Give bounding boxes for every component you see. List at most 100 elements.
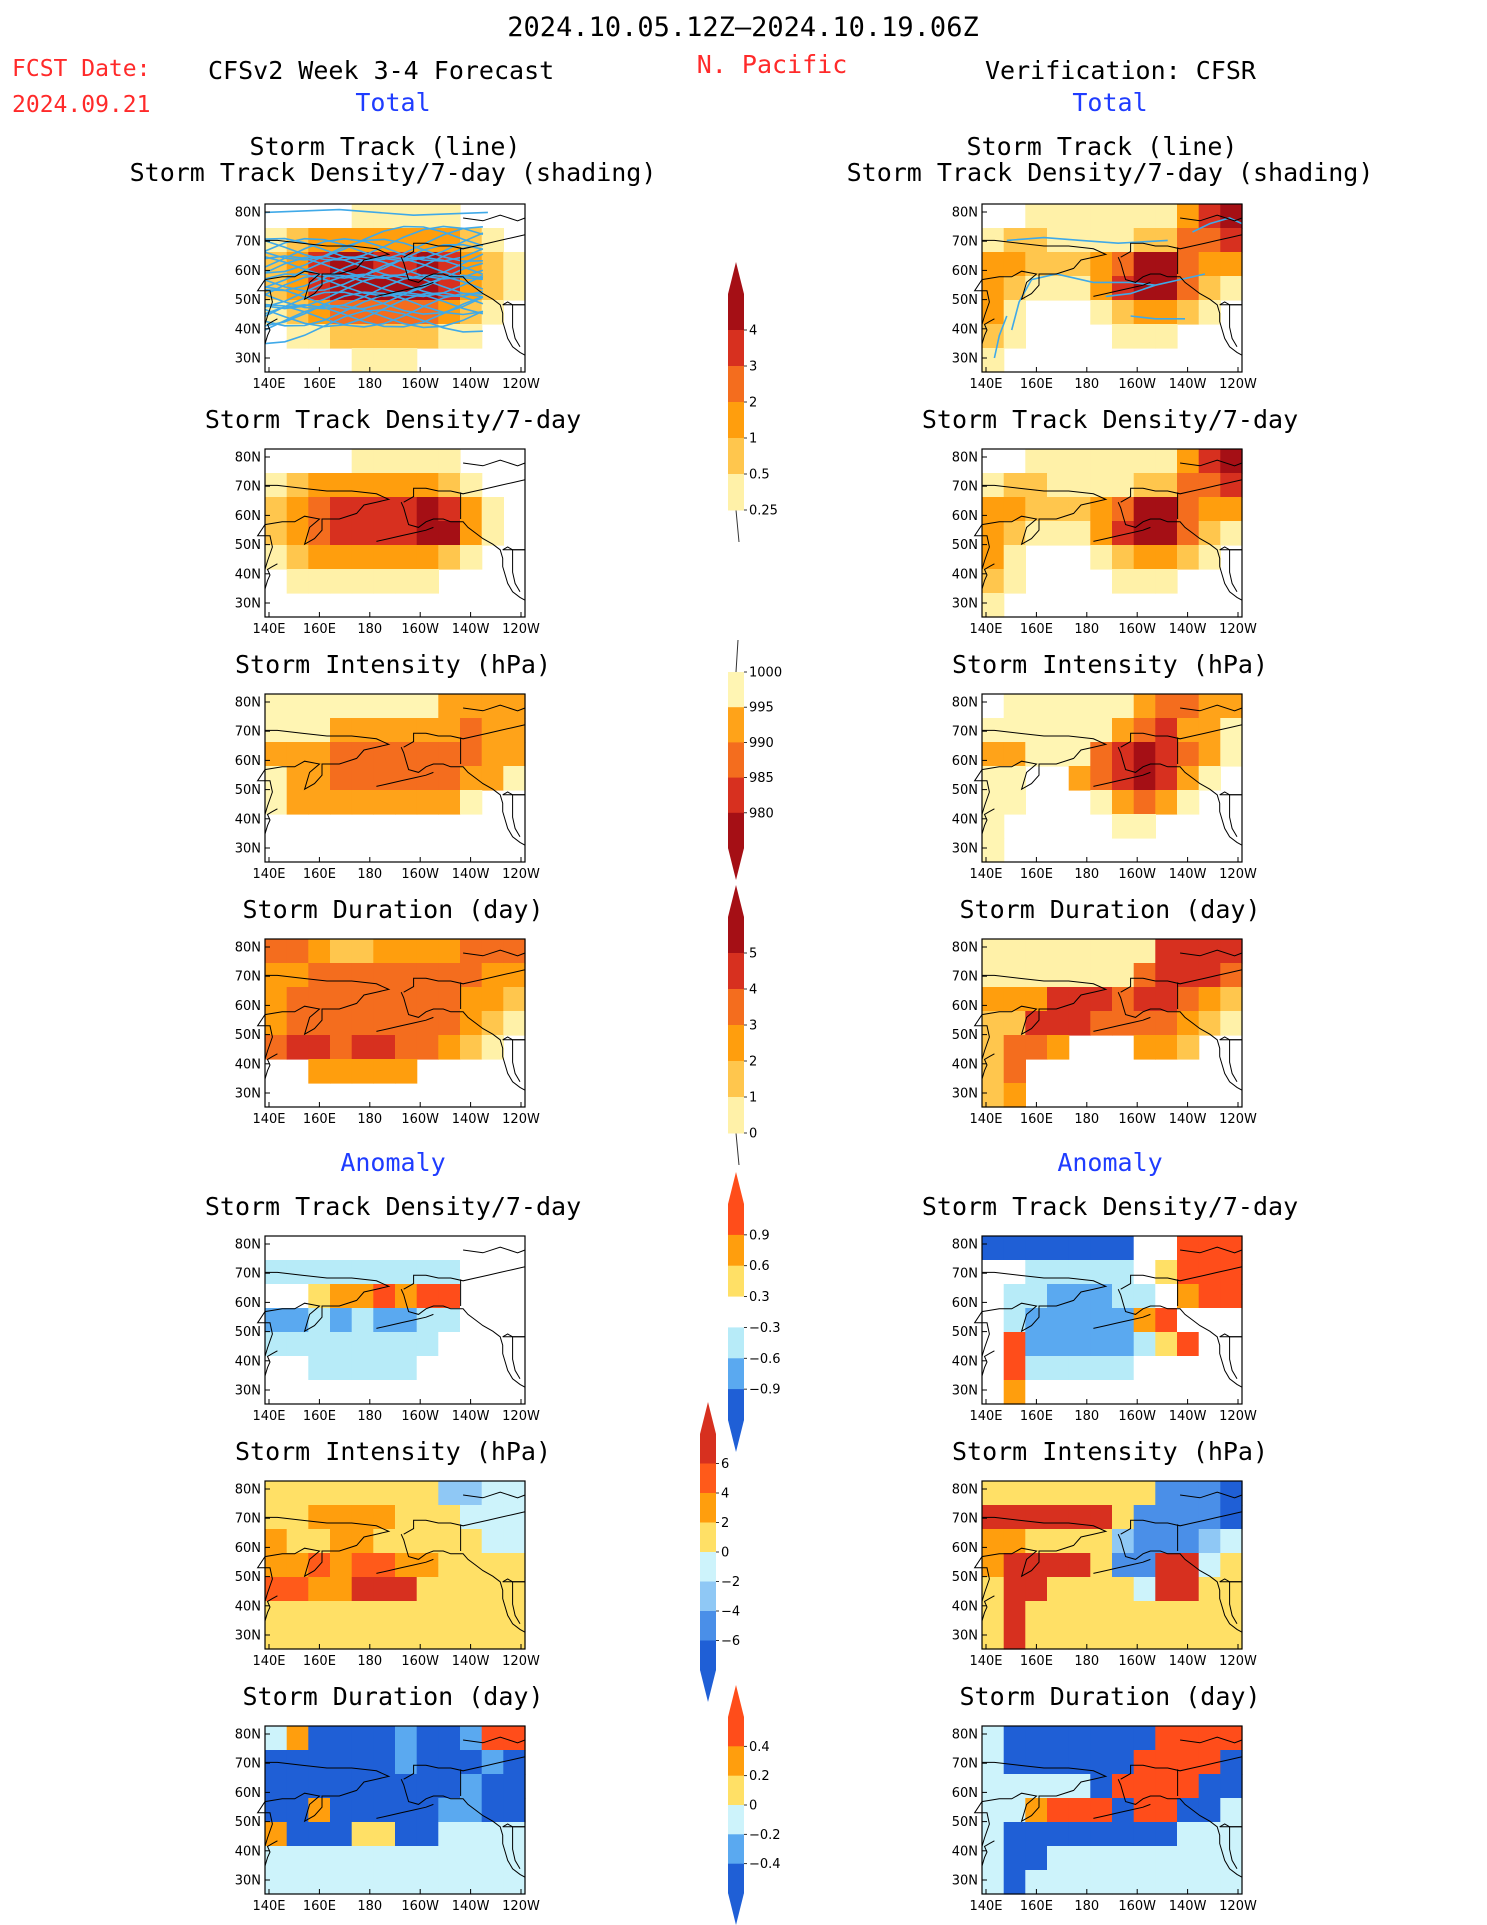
grid-cell	[330, 1726, 353, 1751]
lon-tick-label: 140W	[452, 1409, 490, 1424]
grid-cell	[460, 1846, 483, 1871]
grid-cell	[1220, 473, 1243, 498]
colorbar-lower-arrow	[728, 1420, 744, 1452]
lon-tick-label: 140E	[969, 1409, 1002, 1424]
lat-tick-label: 30N	[952, 1629, 978, 1644]
grid-cell	[373, 1726, 396, 1751]
grid-cell	[982, 1870, 1005, 1895]
grid-cell	[481, 1625, 504, 1650]
coastline	[1093, 526, 1151, 542]
lon-tick-label: 120W	[1219, 1112, 1257, 1127]
grid-cell	[1003, 939, 1026, 964]
grid-cell	[1220, 963, 1243, 988]
colorbar-label: 5	[749, 947, 757, 962]
grid-cell	[373, 1822, 396, 1847]
grid-cell	[1133, 1332, 1156, 1357]
grid-cell	[1133, 473, 1156, 498]
grid-cell	[1068, 1601, 1091, 1626]
grid-cell	[1177, 473, 1200, 498]
grid-cell	[460, 766, 483, 791]
intensity-anomaly-colorbar: 6 4 2 0 −2 −4 −6	[700, 1402, 740, 1702]
grid-cell	[351, 521, 374, 546]
grid-cell	[416, 1308, 439, 1333]
grid-cell	[1025, 1529, 1048, 1554]
grid-cell	[351, 449, 374, 474]
grid-cell	[373, 1308, 396, 1333]
grid-cell	[395, 1481, 418, 1506]
colorbar-segment	[700, 1611, 716, 1641]
colorbar-label: −0.6	[749, 1352, 781, 1367]
grid-cell	[481, 1505, 504, 1530]
grid-cell	[1112, 718, 1135, 743]
grid-cell	[286, 694, 309, 719]
grid-cell	[1090, 1798, 1113, 1823]
storm-track-line	[264, 256, 483, 292]
coastline	[403, 234, 526, 258]
lon-tick-label: 120W	[502, 1654, 540, 1669]
grid-cell	[1090, 252, 1113, 277]
colorbar-segment	[728, 672, 744, 708]
coastline	[403, 724, 526, 748]
storm-track-line	[264, 238, 483, 274]
lon-tick-label: 140E	[252, 377, 285, 392]
grid-cell	[1090, 790, 1113, 815]
region-title: N. Pacific	[696, 50, 848, 79]
grid-cell	[330, 1380, 353, 1405]
grid-cell	[1198, 228, 1221, 253]
lat-tick-label: 50N	[235, 1028, 261, 1043]
grid-cell	[438, 1481, 461, 1506]
grid-cell	[330, 1774, 353, 1799]
coastline	[256, 974, 391, 1060]
grid-cell	[1068, 1774, 1091, 1799]
grid-cell	[1155, 694, 1178, 719]
grid-cell	[395, 1260, 418, 1285]
coastline	[463, 1736, 526, 1744]
grid-cell	[330, 718, 353, 743]
lat-tick-label: 70N	[952, 235, 978, 250]
grid-cell	[1198, 1332, 1221, 1357]
grid-cell	[438, 1284, 461, 1309]
ob-intensity-title: Storm Intensity (hPa)	[951, 650, 1269, 679]
lat-tick-label: 50N	[235, 1325, 261, 1340]
grid-cell	[438, 1870, 461, 1895]
grid-cell	[395, 1332, 418, 1357]
grid-cell	[1003, 1505, 1026, 1530]
colorbar-segment	[728, 1775, 744, 1806]
coastline	[981, 808, 995, 835]
grid-cell	[438, 790, 461, 815]
lat-tick-label: 40N	[952, 1599, 978, 1614]
grid-cell	[1198, 1870, 1221, 1895]
grid-cell	[481, 1035, 504, 1060]
grid-cell	[481, 1553, 504, 1578]
grid-cell	[1112, 228, 1135, 253]
grid-cell	[438, 694, 461, 719]
grid-cell	[1177, 497, 1200, 522]
grid-cell	[1112, 1774, 1135, 1799]
grid-cell	[1177, 1284, 1200, 1309]
grid-cell	[373, 1380, 396, 1405]
grid-cell	[481, 1260, 504, 1285]
grid-cell	[286, 497, 309, 522]
grid-cell	[395, 742, 418, 767]
grid-cell	[460, 1601, 483, 1626]
lon-tick-label: 160E	[303, 1409, 336, 1424]
grid-cell	[395, 1774, 418, 1799]
grid-cell	[395, 1846, 418, 1871]
fc-intensity-title: Storm Intensity (hPa)	[234, 650, 552, 679]
storm-track-line	[264, 256, 484, 292]
grid-cell	[330, 1332, 353, 1357]
colorbar-segment	[728, 1746, 744, 1777]
grid-cell	[1198, 1822, 1221, 1847]
grid-cell	[503, 1553, 526, 1578]
grid-cell	[1155, 718, 1178, 743]
grid-cell	[438, 473, 461, 498]
grid-cell	[1133, 569, 1156, 594]
grid-cell	[1155, 324, 1178, 349]
grid-cell	[1177, 1601, 1200, 1626]
lon-tick-label: 160W	[401, 1112, 439, 1127]
colorbar-segment	[728, 1834, 744, 1865]
grid-cell	[1177, 545, 1200, 570]
grid-cell	[1133, 1553, 1156, 1578]
coastline	[256, 1271, 391, 1357]
grid-cell	[1155, 1822, 1178, 1847]
